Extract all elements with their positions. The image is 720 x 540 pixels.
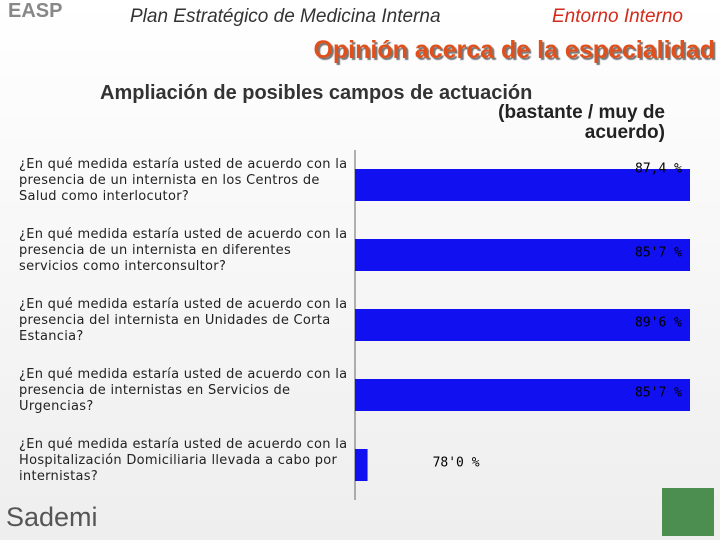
bar xyxy=(355,239,690,271)
value-label: 85'7 % xyxy=(635,386,682,401)
chart-subtitle: (bastante / muy de acuerdo) xyxy=(498,102,665,143)
category-label: ¿En qué medida estaría usted de acuerdo … xyxy=(19,297,348,344)
bar xyxy=(355,169,690,201)
chart-title: Ampliación de posibles campos de actuaci… xyxy=(100,82,533,104)
category-label: ¿En qué medida estaría usted de acuerdo … xyxy=(19,157,348,204)
category-label: ¿En qué medida estaría usted de acuerdo … xyxy=(19,227,348,274)
heading: Opinión acerca de la especialidad xyxy=(313,36,715,64)
bar xyxy=(355,309,690,341)
bar xyxy=(355,449,368,481)
logo: EASP xyxy=(8,0,63,22)
bar xyxy=(355,379,690,411)
category-label: ¿En qué medida estaría usted de acuerdo … xyxy=(19,367,348,414)
emblem xyxy=(662,488,714,536)
value-label: 89'6 % xyxy=(635,316,682,331)
category-label: ¿En qué medida estaría usted de acuerdo … xyxy=(19,437,348,484)
bars xyxy=(355,169,690,481)
value-label: 85'7 % xyxy=(635,246,682,261)
value-label: 87,4 % xyxy=(635,162,682,177)
header-section: Entorno Interno xyxy=(552,6,683,27)
footer-logo: Sademi xyxy=(6,502,98,532)
header-title: Plan Estratégico de Medicina Interna xyxy=(130,6,441,27)
value-label: 78'0 % xyxy=(433,456,480,471)
